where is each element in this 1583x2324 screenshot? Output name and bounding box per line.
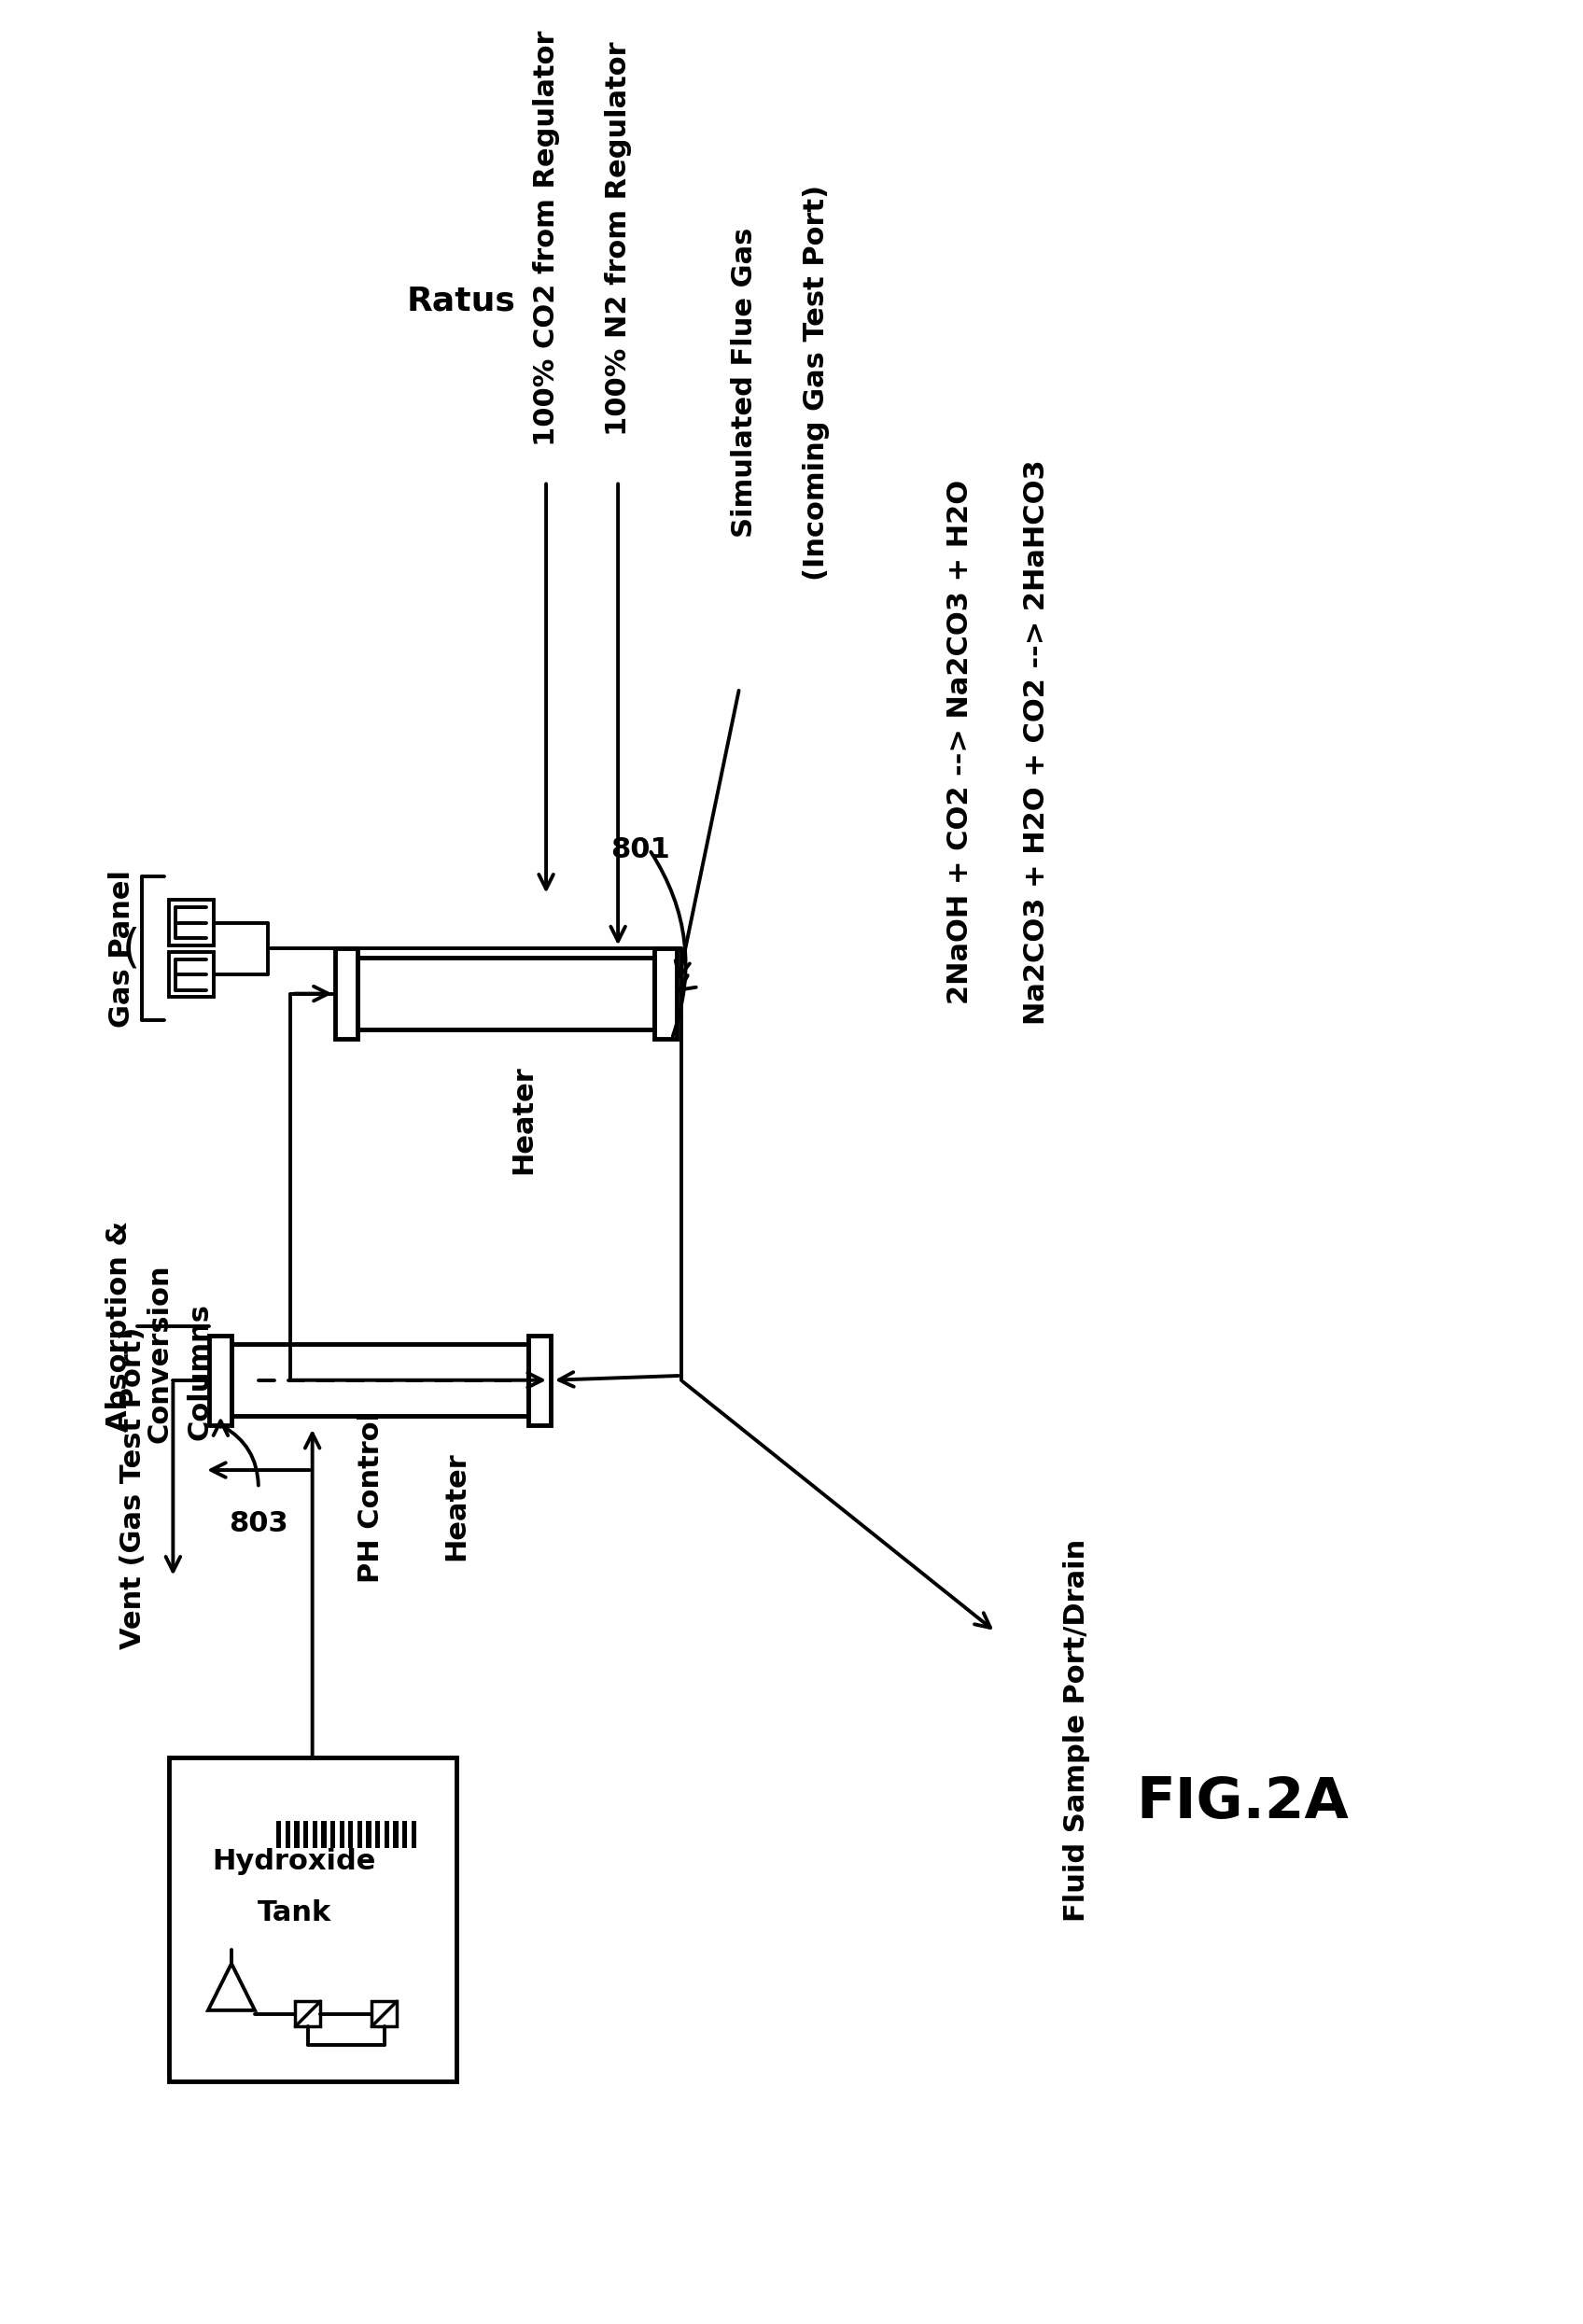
Bar (339, 1820, 344, 1848)
Text: Fluid Sample Port/Drain: Fluid Sample Port/Drain (1062, 1538, 1091, 1922)
Text: Na2CO3 + H2O + CO2 --> 2HaHCO3: Na2CO3 + H2O + CO2 --> 2HaHCO3 (1023, 460, 1050, 1025)
Bar (168, 953, 214, 997)
Bar (331, 1820, 336, 1848)
Text: Heater: Heater (510, 1064, 537, 1174)
Text: Hydroxide: Hydroxide (212, 1848, 377, 1875)
Bar (385, 1820, 389, 1848)
Bar (372, 2001, 397, 2027)
Bar (393, 1820, 399, 1848)
Bar (312, 1820, 317, 1848)
Text: 100% N2 from Regulator: 100% N2 from Regulator (605, 42, 632, 437)
Bar (336, 948, 358, 1039)
Text: FIG.2A: FIG.2A (1137, 1776, 1349, 1831)
Bar (209, 1336, 231, 1425)
Text: 803: 803 (228, 1511, 288, 1538)
Text: Absorption &: Absorption & (106, 1220, 133, 1432)
Bar (366, 1820, 372, 1848)
Text: 2NaOH + CO2 --> Na2CO3 + H2O: 2NaOH + CO2 --> Na2CO3 + H2O (947, 479, 974, 1004)
Bar (348, 1820, 353, 1848)
Bar (285, 1820, 290, 1848)
Bar (358, 957, 654, 1030)
Bar (412, 1820, 416, 1848)
Bar (529, 1336, 551, 1425)
Text: Vent (Gas Test Port): Vent (Gas Test Port) (119, 1327, 146, 1650)
Bar (375, 1820, 380, 1848)
Text: Columns: Columns (187, 1301, 214, 1441)
Bar (304, 1820, 309, 1848)
Text: Gas Panel: Gas Panel (108, 869, 135, 1027)
Text: (Incoming Gas Test Port): (Incoming Gas Test Port) (803, 184, 829, 581)
Bar (654, 948, 676, 1039)
Text: 801: 801 (611, 837, 670, 862)
Text: Heater: Heater (443, 1452, 470, 1559)
Bar (168, 899, 214, 946)
Text: Ratus: Ratus (407, 286, 516, 318)
Bar (296, 2001, 320, 2027)
Text: (: ( (122, 927, 139, 971)
Bar (277, 1820, 282, 1848)
Bar (321, 1820, 326, 1848)
Text: PH Control: PH Control (358, 1411, 385, 1583)
Bar (168, 1757, 456, 2082)
Bar (294, 1820, 299, 1848)
Bar (358, 1820, 363, 1848)
Text: 100% CO2 from Regulator: 100% CO2 from Regulator (532, 30, 560, 446)
Text: Tank: Tank (258, 1899, 331, 1927)
Bar (402, 1820, 407, 1848)
Bar (231, 1343, 529, 1415)
Text: Conversion: Conversion (146, 1264, 173, 1443)
Text: Simulated Flue Gas: Simulated Flue Gas (730, 228, 757, 537)
